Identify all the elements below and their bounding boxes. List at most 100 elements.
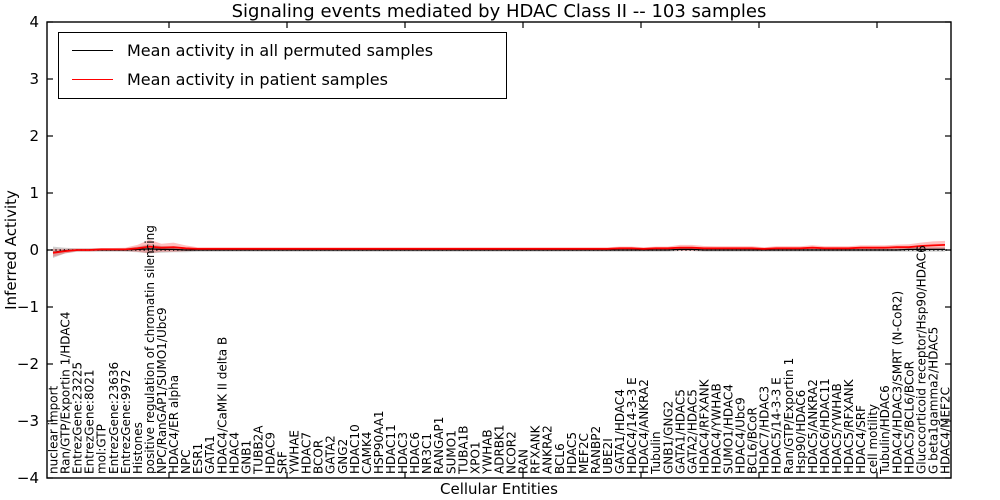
x-axis-title: Cellular Entities — [440, 480, 558, 498]
x-tick-label: HDAC9 — [264, 432, 278, 474]
x-tick-label: GNG2 — [336, 439, 350, 474]
legend-line-sample-red — [72, 79, 113, 80]
x-tick-label: ANKRA2 — [541, 425, 555, 474]
x-tick-label: HDAC4/ANKRA2 — [637, 379, 651, 474]
x-tick-label: XPO1 — [468, 441, 482, 474]
x-tick-label: HDAC4 — [227, 432, 241, 474]
x-tick-label: EntrezGene:23225 — [71, 362, 85, 474]
x-tick-label: HDAC3 — [396, 432, 410, 474]
x-tick-label: HDAC4/MEF2C — [939, 387, 953, 474]
x-tick-label: positive regulation of chromatin silenci… — [143, 225, 157, 474]
x-tick-label: NPC/RanGAP1/SUMO1/Ubc9 — [155, 307, 169, 474]
x-tick-label: HDAC4/ER alpha — [167, 375, 181, 474]
x-tick-label: GNB1/GNG2 — [661, 401, 675, 474]
x-tick-label: HDAC4/Ubc9 — [734, 397, 748, 474]
x-tick-label: EntrezGene:8021 — [83, 370, 97, 475]
x-tick-label: RFXANK — [529, 424, 543, 474]
x-tick-label: RANGAP1 — [432, 417, 446, 474]
x-tick-label: GATA2 — [324, 435, 338, 474]
y-tick-label: 0 — [29, 241, 39, 259]
y-tick-label: −1 — [17, 298, 39, 316]
x-tick-label: RANBP2 — [589, 426, 603, 474]
series-lines — [52, 244, 946, 254]
chart-title: Signaling events mediated by HDAC Class … — [231, 1, 767, 22]
legend-line-sample-black — [72, 50, 113, 51]
x-tick-label: GNB1 — [239, 440, 253, 474]
x-tick-label: BCOR — [312, 440, 326, 474]
x-tick-label: HDAC11 — [384, 424, 398, 474]
x-tick-label: Hsp90/HDAC6 — [794, 390, 808, 474]
x-tick-label: ADRBK1 — [493, 424, 507, 474]
x-tick-label: nuclear import — [47, 385, 61, 474]
legend-item-permuted: Mean activity in all permuted samples — [59, 36, 506, 65]
x-tick-label: HDAC4/CaMK II delta B — [215, 337, 229, 474]
x-tick-label: NR3C1 — [420, 433, 434, 474]
x-tick-label: HDAC5/14-3-3 E — [770, 377, 784, 474]
x-tick-label: cell motility — [866, 404, 880, 474]
x-tick-label: SUMO1 — [444, 430, 458, 474]
legend-item-patient: Mean activity in patient samples — [59, 65, 506, 94]
x-tick-label: NPC — [179, 449, 193, 474]
x-tick-label: MEF2C — [577, 433, 591, 474]
x-tick-label: ESR1 — [191, 443, 205, 474]
x-tick-label: HDAC5/YWHAB — [830, 383, 844, 474]
x-tick-label: SRF — [276, 451, 290, 474]
x-tick-label: TUBA1B — [456, 426, 470, 475]
y-tick-label: 2 — [29, 127, 39, 145]
x-tick-label: YWHAE — [288, 430, 302, 475]
series-line-patient — [52, 244, 946, 254]
x-tick-label: UBE2I — [601, 438, 615, 474]
x-tick-label: Ran/GTP/Exportin 1 — [782, 358, 796, 474]
band-permuted — [53, 244, 945, 258]
x-tick-label: GATA1 — [203, 435, 217, 474]
x-tick-label: HDAC5 — [565, 432, 579, 474]
x-tick-label: HDAC7 — [300, 432, 314, 474]
y-tick-label: −4 — [17, 469, 39, 487]
x-tick-label: HDAC5/RFXANK — [842, 378, 856, 474]
x-tick-label: RAN — [517, 449, 531, 474]
x-tick-label: SUMO1/HDAC4 — [722, 384, 736, 474]
x-tick-label: HDAC4/14-3-3 E — [625, 377, 639, 474]
x-tick-label: HDAC7/HDAC3 — [758, 386, 772, 474]
x-tick-label: HDAC4/HDAC3/SMRT (N-CoR2) — [890, 291, 904, 474]
x-tick-label: EntrezGene:23636 — [107, 362, 121, 474]
x-tick-label: Tubulin/HDAC6 — [878, 385, 892, 475]
x-tick-label: HDAC10 — [348, 424, 362, 474]
x-tick-label: CAMK4 — [360, 432, 374, 474]
x-tick-label: HDAC6/HDAC11 — [818, 378, 832, 474]
legend-item-label: Mean activity in patient samples — [127, 70, 388, 89]
x-tick-label: GATA1/HDAC4 — [613, 389, 627, 474]
x-tick-label: YWHAB — [480, 429, 494, 475]
x-tick-label: HDAC4/RFXANK — [697, 378, 711, 474]
x-tick-label: BCL6 — [553, 443, 567, 474]
x-tick-label: HDAC5/ANKRA2 — [806, 379, 820, 474]
x-tick-label: HDAC5/BCL6/BCoR — [902, 361, 916, 474]
x-tick-label: GATA2/HDAC5 — [685, 389, 699, 474]
x-tick-label: Glucocorticoid receptor/Hsp90/HDAC6 — [914, 245, 928, 474]
x-tick-label: NCOR2 — [505, 431, 519, 474]
axis-ticks — [47, 21, 951, 479]
legend: Mean activity in all permuted samples Me… — [58, 32, 507, 99]
y-tick-label: 1 — [29, 184, 39, 202]
series-line-permuted — [52, 248, 945, 253]
y-tick-label: −2 — [17, 355, 39, 373]
x-tick-label: HDAC6 — [408, 432, 422, 474]
x-tick-label: HSP90AA1 — [372, 410, 386, 474]
y-tick-label: 3 — [29, 70, 39, 88]
x-tick-label: Tubulin — [649, 431, 663, 475]
legend-item-label: Mean activity in all permuted samples — [127, 41, 434, 60]
x-tick-label: Ran/GTP/Exportin 1/HDAC4 — [59, 312, 73, 474]
x-tick-label: G beta1gamma2/HDAC5 — [926, 327, 940, 474]
y-tick-label: 4 — [29, 13, 39, 31]
x-tick-label: HDAC4/YWHAB — [710, 383, 724, 474]
x-tick-label: Histones — [131, 422, 145, 474]
y-tick-label: −3 — [17, 412, 39, 430]
x-tick-label: GATA1/HDAC5 — [673, 389, 687, 474]
y-axis-title: Inferred Activity — [2, 190, 20, 310]
y-tick-labels: 4 3 2 1 0 −1 −2 −3 −4 — [17, 13, 39, 487]
x-tick-label: HDAC4/SRF — [854, 405, 868, 474]
x-tick-label: EntrezGene:9972 — [119, 370, 133, 475]
